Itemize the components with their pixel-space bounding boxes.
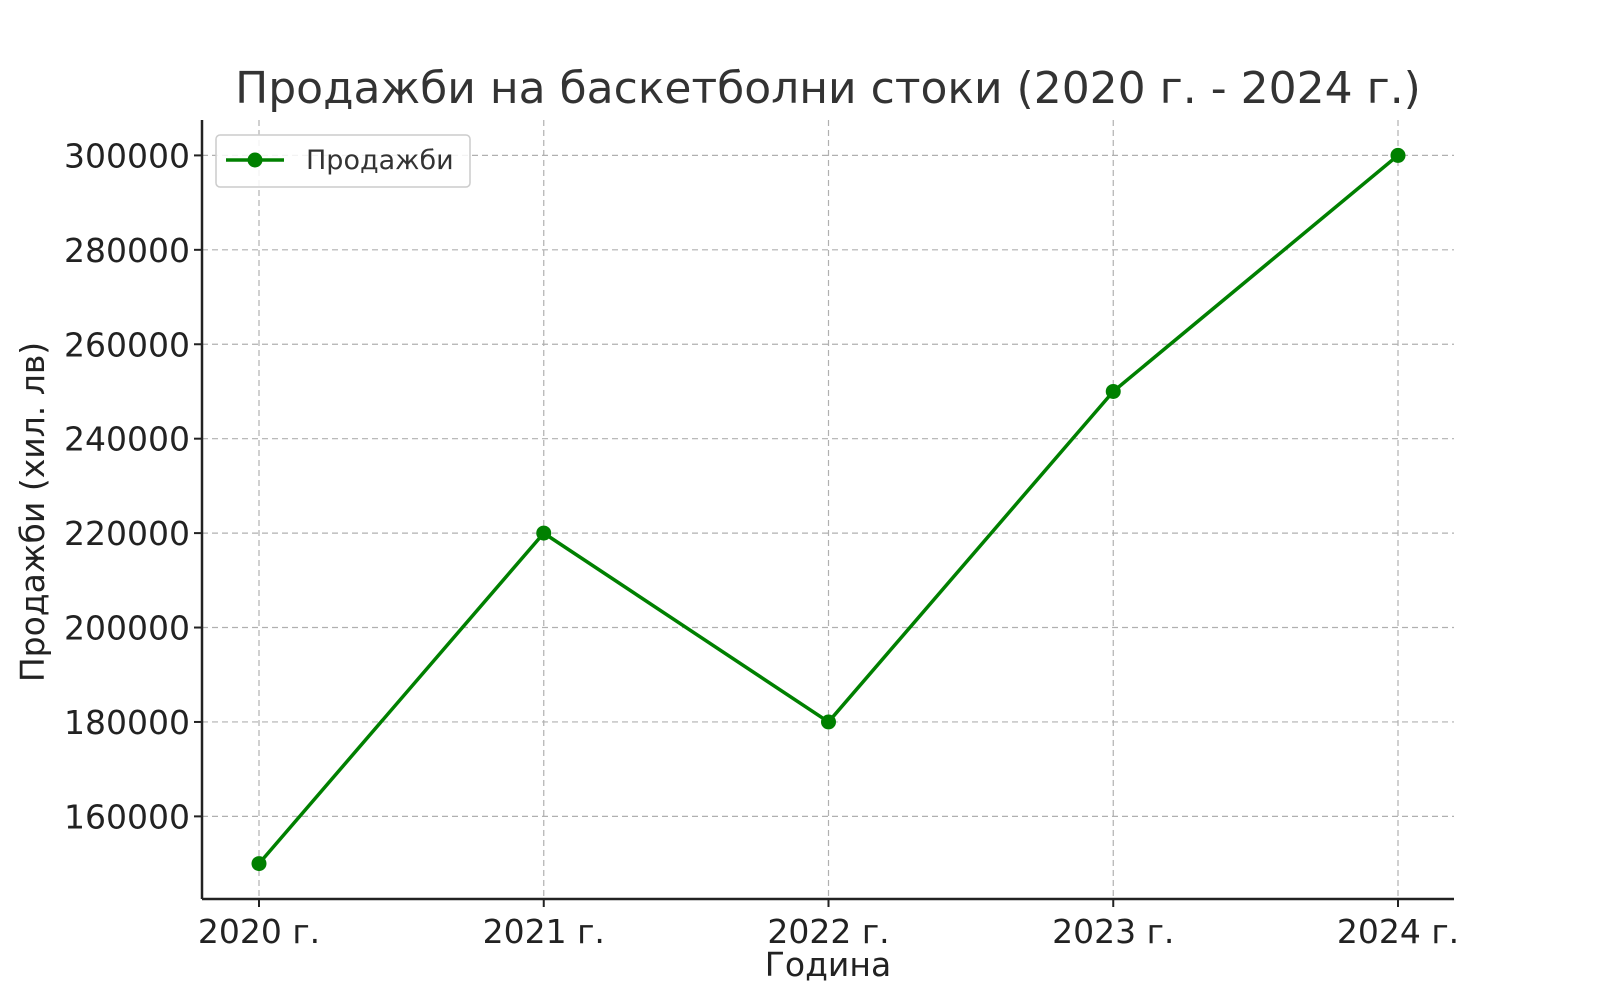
x-tick-label: 2023 г. <box>1052 912 1174 951</box>
y-tick-label: 160000 <box>64 797 190 836</box>
y-tick-label: 300000 <box>64 136 190 175</box>
x-tick-label: 2022 г. <box>767 912 889 951</box>
data-point <box>1105 383 1121 399</box>
y-tick-label: 180000 <box>64 703 190 742</box>
chart-title: Продажби на баскетболни стоки (2020 г. -… <box>235 63 1421 114</box>
series-layer <box>251 147 1406 872</box>
tick-labels: 160000 180000 200000 220000 240000 260000 2800… <box>64 136 1459 951</box>
data-point <box>821 714 836 730</box>
axes <box>194 120 1454 907</box>
legend: Продажби <box>215 134 471 188</box>
data-point <box>536 525 552 541</box>
legend-frame <box>215 134 471 188</box>
grid-lines <box>202 120 1454 899</box>
x-axis-label: Година <box>765 945 891 984</box>
y-tick-label: 240000 <box>64 420 190 459</box>
legend-label: Продажби <box>306 145 454 176</box>
y-tick-label: 220000 <box>64 514 190 553</box>
y-tick-label: 260000 <box>64 325 190 364</box>
x-tick-label: 2021 г. <box>483 912 605 951</box>
legend-marker-sample <box>247 152 263 168</box>
y-axis-label: Продажби (хил. лв) <box>13 342 52 682</box>
x-tick-label: 2020 г. <box>198 912 320 951</box>
y-tick-label: 280000 <box>64 231 190 270</box>
y-tick-label: 200000 <box>64 609 190 648</box>
data-point <box>1390 147 1406 163</box>
data-point <box>251 856 267 872</box>
x-tick-label: 2024 г. <box>1337 912 1459 951</box>
